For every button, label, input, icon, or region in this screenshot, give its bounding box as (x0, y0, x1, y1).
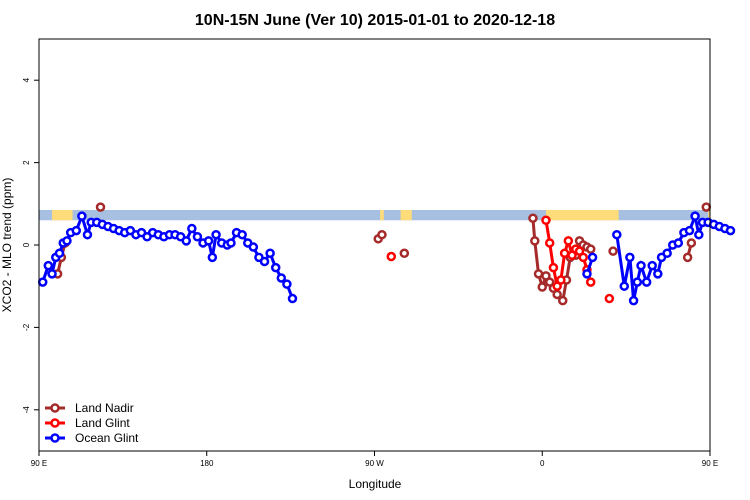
data-point (62, 236, 72, 246)
data-point (612, 229, 622, 240)
legend-item: Land Glint (45, 416, 130, 430)
data-point (47, 269, 57, 279)
legend-label: Land Nadir (75, 401, 134, 415)
data-point (587, 252, 598, 263)
data-point (259, 256, 270, 267)
data-point (386, 251, 397, 262)
legend-marker (50, 433, 60, 443)
data-point (399, 248, 410, 258)
data-point (544, 238, 555, 248)
land-span (52, 209, 73, 221)
land-span (708, 209, 710, 221)
legend-marker (50, 418, 60, 428)
data-point (694, 229, 704, 240)
data-point (636, 260, 646, 271)
x-tick-label: 90 W (365, 459, 384, 468)
data-point (725, 225, 736, 236)
land-span (545, 209, 619, 221)
data-point (619, 281, 630, 291)
data-point (265, 248, 275, 258)
data-point (608, 246, 618, 256)
chart-title: 10N-15N June (Ver 10) 2015-01-01 to 2020… (195, 12, 555, 29)
data-point (270, 262, 281, 273)
data-point (628, 295, 639, 306)
y-tick-label: 4 (22, 77, 31, 82)
data-point (541, 215, 551, 226)
x-tick-label: 0 (540, 459, 545, 468)
data-point (604, 293, 615, 304)
y-tick-label: -4 (22, 406, 31, 414)
data-point (641, 277, 652, 287)
y-tick-label: 2 (22, 160, 31, 165)
data-point (43, 260, 54, 271)
data-point (585, 277, 596, 287)
data-point (530, 236, 540, 246)
y-axis-label: XCO2 - MLO trend (ppm) (0, 178, 14, 313)
data-point (653, 269, 663, 279)
data-point (248, 242, 259, 252)
data-point (226, 238, 236, 248)
data-point (682, 252, 693, 263)
data-point (82, 229, 93, 240)
data-point (237, 229, 247, 240)
data-point (563, 236, 574, 246)
legend-item: Ocean Glint (45, 431, 139, 445)
data-point (559, 248, 570, 258)
data-point (556, 275, 566, 285)
data-point (552, 289, 562, 300)
y-tick-label: 0 (22, 242, 31, 247)
data-point (71, 225, 82, 236)
data-point (211, 229, 221, 240)
data-point (684, 225, 695, 236)
data-point (37, 277, 48, 287)
data-point (632, 277, 643, 287)
series-ocean-glint (37, 210, 736, 306)
x-tick-label: 90 E (702, 459, 718, 468)
data-point (187, 223, 197, 234)
data-point (192, 232, 203, 242)
data-point (95, 202, 106, 212)
data-point (528, 213, 538, 223)
data-point (287, 293, 298, 304)
data-point (578, 252, 589, 263)
data-point (77, 211, 87, 221)
x-tick-label: 180 (200, 459, 214, 468)
ocean-band (39, 209, 710, 221)
series-layer (37, 202, 736, 306)
data-point (276, 273, 287, 283)
data-point (548, 262, 559, 273)
data-point (54, 248, 65, 258)
legend-marker (50, 403, 60, 413)
land-ocean-band (39, 209, 710, 221)
data-point (558, 295, 568, 306)
x-axis-label: Longitude (349, 477, 402, 491)
data-point (537, 282, 547, 292)
legend-item: Land Nadir (45, 401, 134, 415)
y-tick-label: -2 (22, 323, 31, 331)
land-span (380, 209, 384, 221)
legend-label: Land Glint (75, 416, 130, 430)
data-point (647, 260, 657, 271)
data-point (625, 252, 635, 263)
data-point (377, 229, 387, 240)
data-point (686, 238, 697, 248)
x-axis: 90 E 180 90 W 0 90 E (31, 451, 718, 468)
land-span (400, 209, 412, 221)
data-point (582, 269, 592, 279)
data-point (533, 269, 544, 279)
data-point (701, 202, 712, 212)
data-point (203, 236, 214, 246)
data-point (690, 211, 700, 221)
data-point (585, 244, 596, 254)
y-axis: -4 -2 0 2 4 (22, 77, 39, 413)
data-point (673, 238, 684, 248)
x-tick-label: 90 E (31, 459, 47, 468)
data-point (662, 248, 672, 258)
data-point (207, 252, 218, 263)
data-point (181, 236, 191, 246)
data-point (282, 279, 292, 289)
legend-label: Ocean Glint (75, 431, 139, 445)
